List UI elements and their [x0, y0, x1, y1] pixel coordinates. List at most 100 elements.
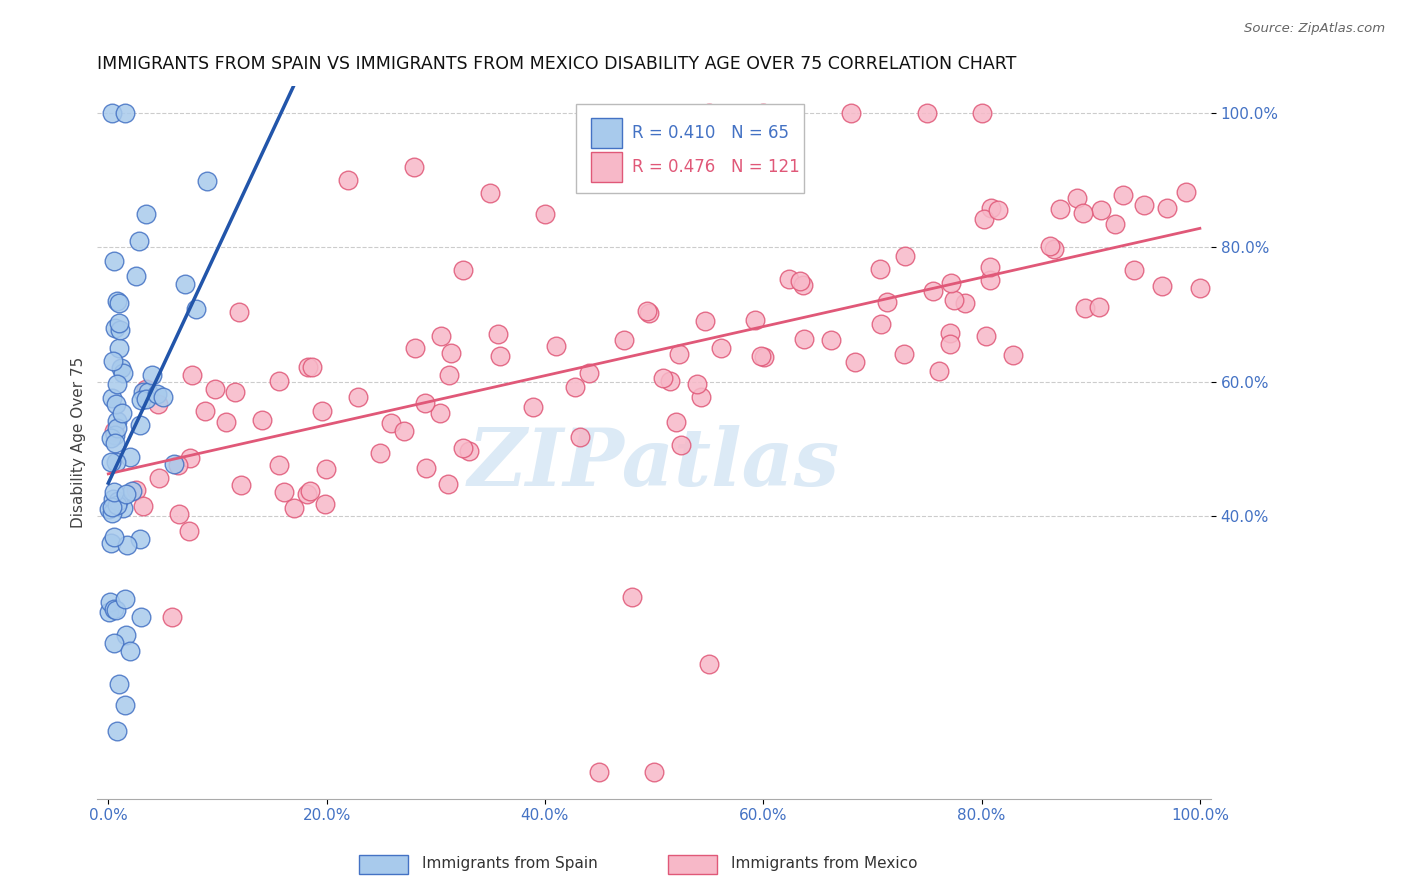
Point	[181, 368, 204, 382]
Point	[103, 425, 125, 439]
Point	[754, 350, 776, 364]
Point	[643, 764, 665, 779]
Point	[413, 396, 436, 410]
Point	[311, 404, 333, 418]
Point	[132, 384, 155, 399]
Point	[97, 605, 120, 619]
Point	[697, 105, 720, 120]
Point	[297, 359, 319, 374]
Point	[115, 486, 138, 500]
Point	[128, 234, 150, 248]
Point	[111, 367, 134, 381]
Point	[100, 105, 122, 120]
Point	[394, 424, 416, 438]
Point	[295, 486, 318, 500]
Point	[1039, 239, 1062, 253]
Point	[250, 413, 273, 427]
Point	[522, 401, 544, 415]
Point	[107, 494, 129, 508]
Text: Immigrants from Mexico: Immigrants from Mexico	[731, 856, 918, 871]
Point	[588, 764, 610, 779]
Point	[380, 416, 402, 430]
Point	[103, 353, 125, 368]
Point	[979, 260, 1001, 274]
Point	[135, 392, 157, 406]
Y-axis label: Disability Age Over 75: Disability Age Over 75	[72, 357, 86, 528]
Point	[101, 500, 124, 514]
Text: Immigrants from Spain: Immigrants from Spain	[422, 856, 598, 871]
Point	[870, 317, 893, 331]
Point	[103, 636, 125, 650]
Point	[939, 337, 962, 351]
Point	[689, 390, 711, 404]
Point	[135, 206, 157, 220]
Point	[943, 293, 966, 307]
Point	[100, 455, 122, 469]
Point	[693, 314, 716, 328]
Point	[915, 105, 938, 120]
Point	[231, 477, 253, 491]
Point	[578, 366, 600, 380]
Point	[105, 376, 128, 391]
Text: ZIPatlas: ZIPatlas	[468, 425, 841, 502]
Point	[1152, 278, 1174, 293]
Point	[415, 461, 437, 475]
Point	[267, 374, 290, 388]
Text: R = 0.476   N = 121: R = 0.476 N = 121	[631, 158, 800, 176]
Point	[301, 360, 323, 375]
Point	[160, 610, 183, 624]
Point	[370, 446, 392, 460]
Point	[613, 333, 636, 347]
Point	[120, 644, 142, 658]
Point	[117, 538, 139, 552]
FancyBboxPatch shape	[591, 118, 621, 148]
Point	[110, 323, 132, 337]
Point	[169, 508, 191, 522]
Point	[436, 476, 458, 491]
Point	[103, 484, 125, 499]
Point	[108, 341, 131, 355]
Point	[105, 724, 128, 739]
Point	[744, 312, 766, 326]
Point	[568, 430, 591, 444]
Point	[195, 174, 218, 188]
Point	[107, 296, 129, 310]
Point	[404, 341, 426, 355]
Point	[820, 333, 842, 347]
Point	[1122, 263, 1144, 277]
Point	[778, 272, 800, 286]
Point	[121, 484, 143, 499]
Point	[108, 677, 131, 691]
Point	[135, 382, 157, 396]
Point	[136, 385, 159, 400]
Point	[637, 306, 659, 320]
Point	[658, 374, 681, 388]
Point	[105, 421, 128, 435]
Point	[115, 628, 138, 642]
Point	[1133, 198, 1156, 212]
Point	[105, 397, 128, 411]
Point	[844, 355, 866, 369]
Point	[665, 415, 688, 429]
Point	[621, 590, 644, 604]
Point	[273, 484, 295, 499]
Point	[955, 295, 977, 310]
Point	[347, 390, 370, 404]
Point	[974, 328, 997, 343]
Point	[100, 506, 122, 520]
Point	[652, 371, 675, 385]
Point	[697, 657, 720, 672]
Point	[194, 403, 217, 417]
Point	[129, 392, 152, 407]
Point	[922, 285, 945, 299]
Point	[112, 500, 135, 515]
Point	[166, 458, 188, 473]
Point	[111, 406, 134, 420]
Point	[103, 602, 125, 616]
Point	[104, 436, 127, 450]
FancyBboxPatch shape	[591, 153, 621, 182]
Point	[941, 276, 963, 290]
Text: IMMIGRANTS FROM SPAIN VS IMMIGRANTS FROM MEXICO DISABILITY AGE OVER 75 CORRELATI: IMMIGRANTS FROM SPAIN VS IMMIGRANTS FROM…	[97, 55, 1017, 73]
Point	[114, 105, 136, 120]
Point	[110, 361, 132, 376]
